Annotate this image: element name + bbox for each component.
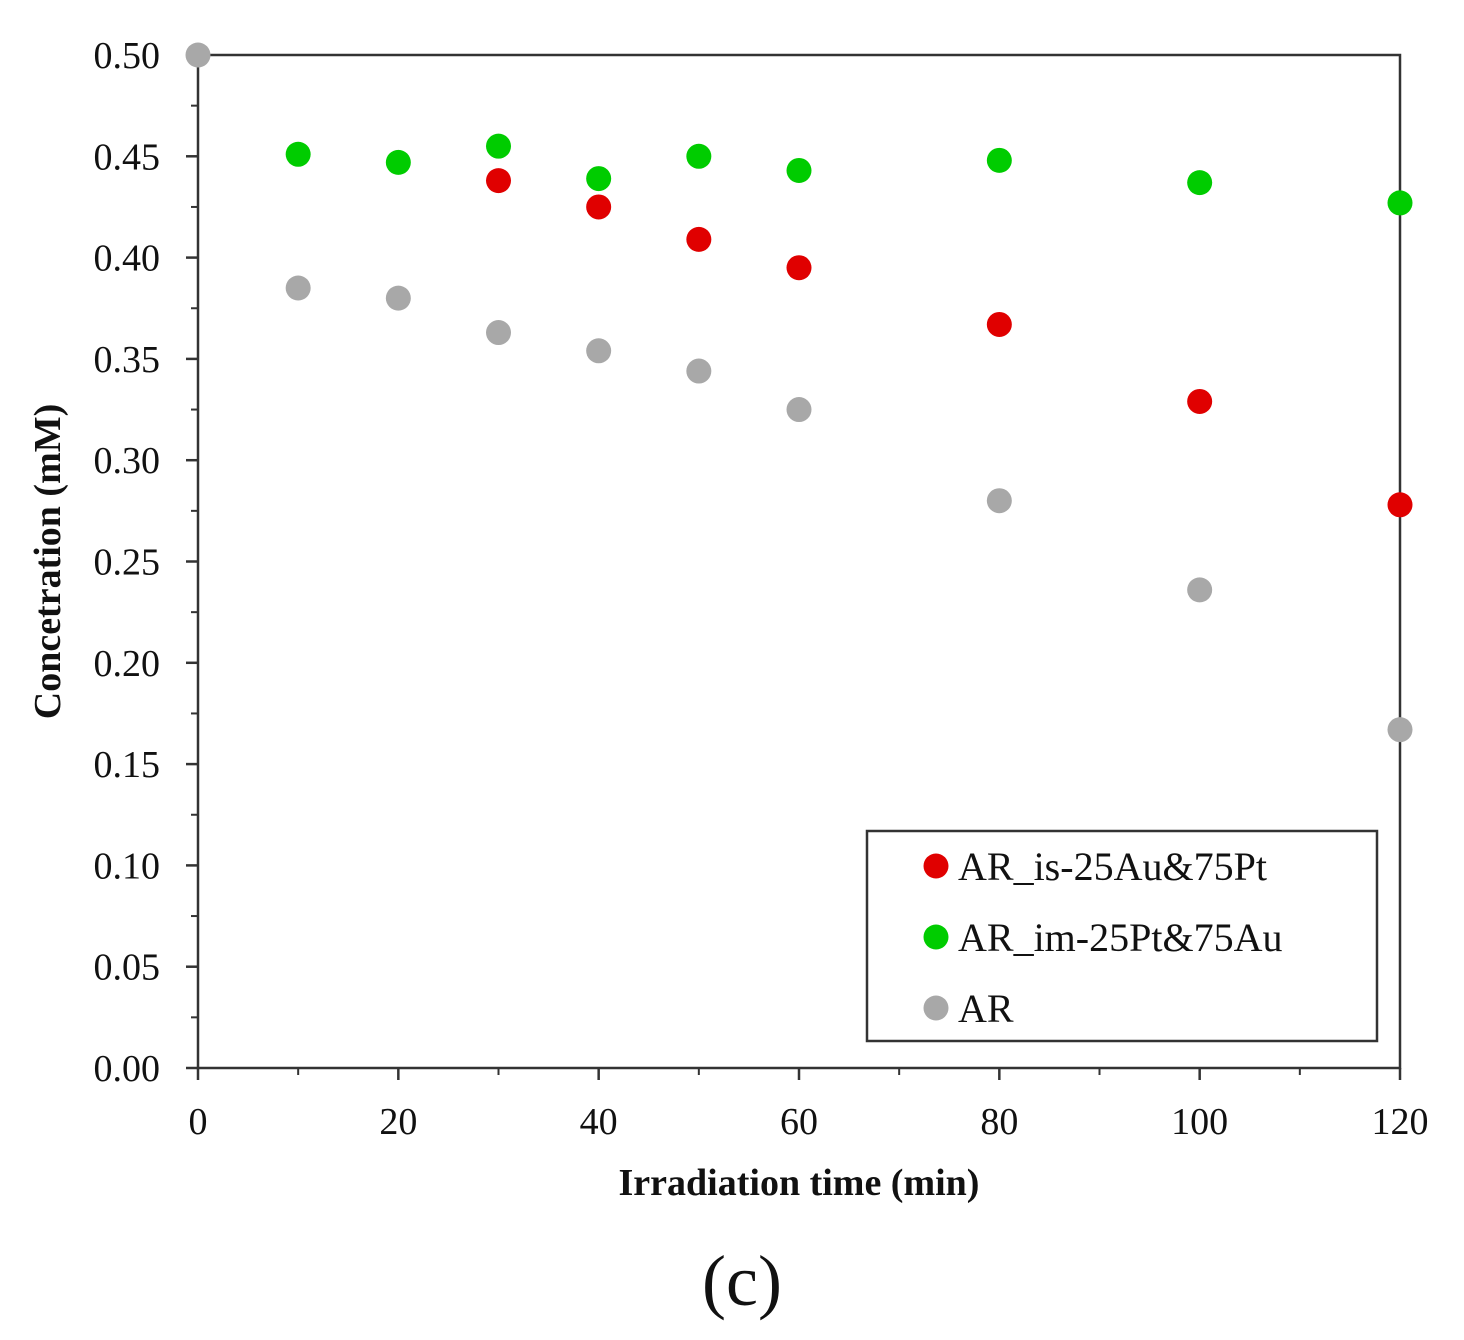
- legend-marker: [923, 995, 949, 1021]
- data-point: [986, 488, 1012, 514]
- data-point: [686, 226, 712, 252]
- legend-marker: [923, 924, 949, 950]
- data-point: [986, 311, 1012, 337]
- series-2: [185, 42, 1413, 743]
- y-tick-label: 0.20: [94, 643, 161, 685]
- y-tick-label: 0.30: [94, 440, 161, 482]
- data-point: [1387, 717, 1413, 743]
- data-point: [1387, 190, 1413, 216]
- data-point: [486, 168, 511, 194]
- x-tick-label: 120: [1372, 1101, 1429, 1143]
- y-tick-label: 0.25: [94, 542, 161, 584]
- legend-items: AR_is-25Au&75Pt AR_im-25Pt&75Au AR: [923, 844, 1282, 1031]
- series-0: [486, 168, 1413, 518]
- axis-tick-labels: 0.00 0.05 0.10 0.15 0.20 0.25 0.30 0.35 0.40 0.45…: [94, 35, 1429, 1143]
- series-1: [285, 133, 1413, 216]
- legend-label: AR_is-25Au&75Pt: [958, 844, 1267, 889]
- data-point: [586, 166, 612, 192]
- data-point: [586, 338, 612, 364]
- plot-frame: [196, 53, 1402, 1070]
- data-point: [986, 147, 1012, 173]
- y-tick-label: 0.35: [94, 339, 161, 381]
- data-point: [686, 358, 712, 384]
- x-tick-label: 20: [379, 1101, 417, 1143]
- data-point: [586, 194, 612, 220]
- x-axis-title: Irradiation time (min): [619, 1162, 980, 1204]
- y-tick-label: 0.45: [94, 136, 161, 178]
- y-tick-label: 0.00: [94, 1048, 161, 1090]
- data-point: [486, 320, 511, 346]
- y-tick-label: 0.50: [94, 35, 161, 77]
- data-point: [1187, 577, 1213, 603]
- legend-box: [865, 829, 1379, 1043]
- data-point: [1187, 170, 1213, 196]
- data-point: [285, 141, 311, 167]
- data-point: [486, 133, 511, 159]
- y-tick-label: 0.05: [94, 947, 161, 989]
- data-point: [385, 285, 411, 311]
- data-point: [285, 275, 311, 301]
- y-tick-label: 0.15: [94, 744, 161, 786]
- data-point: [786, 157, 812, 183]
- data-point: [1187, 388, 1213, 414]
- y-tick-label: 0.40: [94, 238, 161, 280]
- data-point: [1387, 492, 1413, 518]
- y-axis-title: Concetration (mM): [27, 404, 69, 720]
- legend-label: AR_im-25Pt&75Au: [958, 915, 1282, 960]
- x-tick-label: 100: [1171, 1101, 1228, 1143]
- data-point: [385, 149, 411, 175]
- legend-marker: [923, 853, 949, 879]
- legend-label: AR: [958, 986, 1014, 1031]
- x-tick-label: 60: [780, 1101, 818, 1143]
- panel-label: (c): [702, 1241, 782, 1321]
- data-point: [786, 255, 812, 281]
- y-tick-label: 0.10: [94, 845, 161, 887]
- data-point: [686, 143, 712, 169]
- x-tick-label: 0: [189, 1101, 208, 1143]
- data-point: [185, 42, 211, 68]
- data-point: [786, 397, 812, 423]
- legend: AR_is-25Au&75Pt AR_im-25Pt&75Au AR: [865, 829, 1379, 1043]
- x-tick-label: 80: [980, 1101, 1018, 1143]
- data-points: [185, 42, 1413, 743]
- x-tick-label: 40: [580, 1101, 618, 1143]
